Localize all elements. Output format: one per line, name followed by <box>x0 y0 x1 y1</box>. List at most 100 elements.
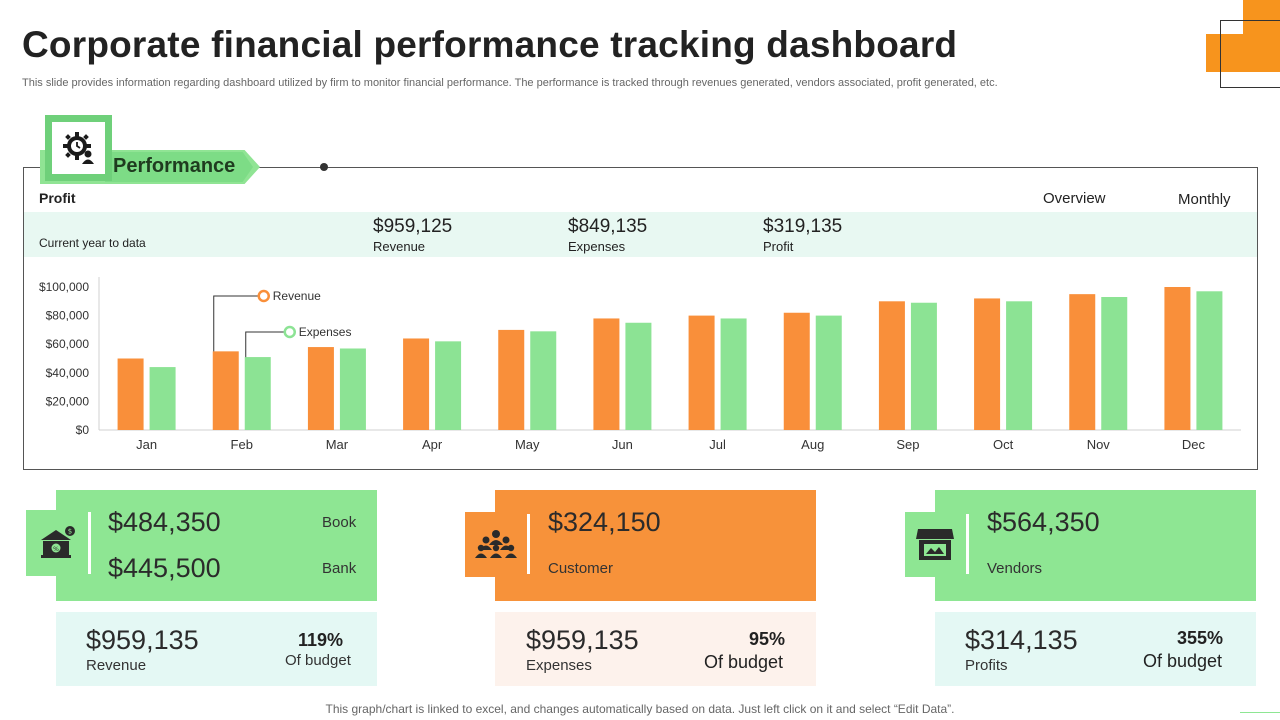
expenses-bar[interactable] <box>435 341 462 430</box>
expenses-bar[interactable] <box>530 331 557 430</box>
profits-budget-caption: Profits <box>965 657 1008 674</box>
expenses-stat-caption: Expenses <box>568 239 626 254</box>
expenses-bar[interactable] <box>815 315 842 430</box>
profits-budget-pct-caption: Of budget <box>1143 651 1223 671</box>
revenue-bar[interactable] <box>974 298 1001 430</box>
x-tick-label: May <box>515 437 540 452</box>
x-tick-label: Jul <box>709 437 726 452</box>
revenue-budget-percent: 119% <box>298 630 344 650</box>
expenses-bar[interactable] <box>1196 291 1223 430</box>
customer-value: $324,150 <box>548 507 661 537</box>
x-tick-label: Sep <box>896 437 919 452</box>
revenue-budget-pct-caption: Of budget <box>285 652 351 669</box>
expenses-bar[interactable] <box>244 357 271 430</box>
book-bank-card <box>56 490 377 601</box>
expenses-bar[interactable] <box>149 367 176 430</box>
y-tick-label: $20,000 <box>46 394 90 408</box>
svg-text:%: % <box>53 546 59 553</box>
bank-icon-frame-edge <box>88 512 91 574</box>
gear-clock-person-icon <box>52 122 105 174</box>
expenses-budget-pct-caption: Of budget <box>704 652 784 672</box>
x-tick-label: Dec <box>1182 437 1206 452</box>
vendors-label: Vendors <box>987 560 1043 577</box>
svg-text:$: $ <box>68 528 72 536</box>
revenue-bar[interactable] <box>783 312 810 430</box>
revenue-bar[interactable] <box>117 358 144 431</box>
customer-label: Customer <box>548 560 614 577</box>
revenue-legend-label: Revenue <box>273 289 321 303</box>
y-tick-label: $40,000 <box>46 366 90 380</box>
revenue-bar[interactable] <box>498 329 525 430</box>
y-tick-label: $60,000 <box>46 337 90 351</box>
y-tick-label: $100,000 <box>39 280 89 294</box>
monthly-label[interactable]: Monthly <box>1178 191 1231 208</box>
expenses-bar[interactable] <box>910 302 937 430</box>
expenses-callout-line <box>245 331 284 358</box>
revenue-budget-value: $959,135 <box>86 625 199 655</box>
expenses-bar[interactable] <box>339 348 366 430</box>
divider-line <box>324 166 1258 168</box>
book-value: $484,350 <box>108 507 221 537</box>
customers-group-icon <box>473 524 519 566</box>
footer-accent <box>1240 712 1280 713</box>
expenses-bar[interactable] <box>1101 297 1128 430</box>
revenue-bar[interactable] <box>307 347 334 430</box>
profits-budget-card <box>935 612 1256 686</box>
page-title: Corporate financial performance tracking… <box>22 24 958 65</box>
profit-stat-caption: Profit <box>763 239 794 254</box>
expenses-legend-marker <box>283 325 296 339</box>
monthly-bar-chart[interactable]: $0 $20,000 $40,000 $60,000 $80,000 $100,000 Ja… <box>24 272 1254 462</box>
profit-stat-value: $319,135 <box>763 216 843 237</box>
revenue-bar[interactable] <box>878 301 905 430</box>
expenses-bar[interactable] <box>625 322 652 430</box>
x-tick-label: Feb <box>231 437 253 452</box>
page-subtitle: This slide provides information regardin… <box>22 77 998 89</box>
summary-band <box>24 212 1257 257</box>
x-tick-label: Apr <box>422 437 443 452</box>
expenses-legend-label: Expenses <box>299 325 352 339</box>
bank-value: $445,500 <box>108 553 221 583</box>
revenue-stat-value: $959,125 <box>373 216 453 237</box>
corner-decoration-outline <box>1220 20 1280 88</box>
revenue-bar[interactable] <box>688 315 715 430</box>
x-tick-label: Jun <box>612 437 633 452</box>
profits-budget-percent: 355% <box>1177 628 1224 648</box>
band-label: Current year to data <box>39 236 146 250</box>
performance-panel <box>23 167 1258 470</box>
revenue-budget-card <box>56 612 377 686</box>
y-tick-label: $80,000 <box>46 309 90 323</box>
revenue-stat-caption: Revenue <box>373 239 426 254</box>
expenses-budget-caption: Expenses <box>526 657 592 674</box>
vendors-value: $564,350 <box>987 507 1100 537</box>
bank-label: Bank <box>322 560 357 577</box>
store-icon <box>913 524 957 566</box>
divider-dot <box>320 163 328 171</box>
profits-budget-value: $314,135 <box>965 625 1078 655</box>
x-tick-label: Mar <box>326 437 349 452</box>
revenue-bar[interactable] <box>593 318 620 430</box>
expenses-bar[interactable] <box>1006 301 1033 430</box>
expenses-bar[interactable] <box>720 318 747 430</box>
profit-label: Profit <box>39 190 76 206</box>
x-tick-label: Nov <box>1087 437 1111 452</box>
revenue-bar[interactable] <box>1069 294 1096 430</box>
overview-label[interactable]: Overview <box>1043 190 1106 207</box>
revenue-budget-caption: Revenue <box>86 657 147 674</box>
performance-tab-label: Performance <box>113 155 236 177</box>
revenue-bar[interactable] <box>212 351 239 430</box>
corner-decoration-block <box>1206 34 1280 72</box>
vendors-card <box>935 490 1256 601</box>
customers-icon-frame-edge <box>527 514 530 574</box>
x-tick-label: Oct <box>993 437 1014 452</box>
expenses-budget-percent: 95% <box>749 629 786 649</box>
expenses-stat-value: $849,135 <box>568 216 648 237</box>
revenue-bar[interactable] <box>403 338 430 430</box>
x-tick-label: Jan <box>136 437 157 452</box>
y-tick-label: $0 <box>76 423 90 437</box>
bank-icon: % $ <box>36 522 80 566</box>
performance-tab <box>105 152 253 182</box>
store-icon-frame-edge <box>966 514 969 574</box>
revenue-bar[interactable] <box>1164 287 1191 430</box>
x-tick-label: Aug <box>801 437 824 452</box>
footer-note: This graph/chart is linked to excel, and… <box>325 702 955 716</box>
